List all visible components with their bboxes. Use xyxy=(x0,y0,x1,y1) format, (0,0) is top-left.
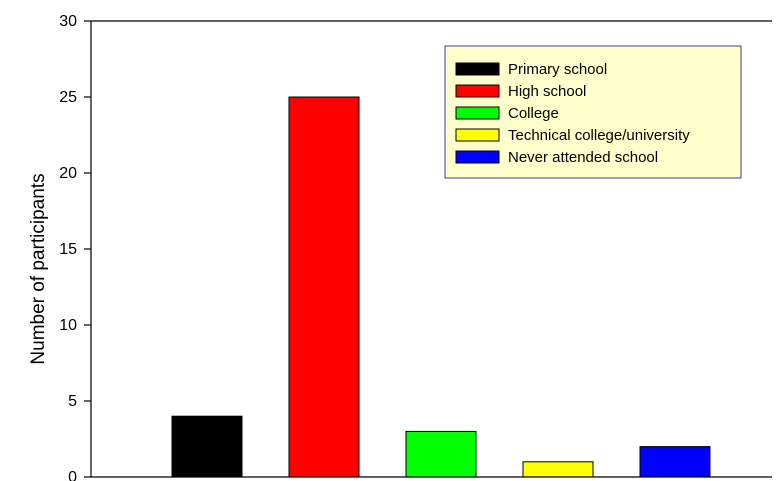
legend-label: College xyxy=(508,105,559,122)
bar-never-attended-school xyxy=(639,446,711,478)
legend-swatch xyxy=(455,62,500,76)
legend-label: Technical college/university xyxy=(508,127,690,144)
legend-label: Primary school xyxy=(508,61,607,78)
y-tick-label: 10 xyxy=(59,317,77,334)
legend-label: High school xyxy=(508,83,586,100)
y-tick-label: 15 xyxy=(59,241,77,258)
y-axis-ticks: 0 5 10 15 20 25 30 xyxy=(59,13,91,481)
legend-swatch xyxy=(455,128,500,142)
bar-primary-school xyxy=(171,415,243,478)
bar-high-school xyxy=(288,96,360,478)
legend-swatch xyxy=(455,84,500,98)
y-tick-label: 20 xyxy=(59,165,77,182)
bar-technical-college-university xyxy=(522,461,594,478)
y-tick-label: 25 xyxy=(59,89,77,106)
y-tick-label: 0 xyxy=(68,469,77,481)
legend-swatch xyxy=(455,106,500,120)
y-tick-label: 30 xyxy=(59,13,77,30)
y-tick-label: 5 xyxy=(68,393,77,410)
bar-college xyxy=(405,430,477,478)
legend-label: Never attended school xyxy=(508,149,658,166)
legend: Primary school High school College Technica… xyxy=(444,45,742,179)
y-axis-label: Number of participants xyxy=(28,173,49,364)
legend-swatch xyxy=(455,150,500,164)
